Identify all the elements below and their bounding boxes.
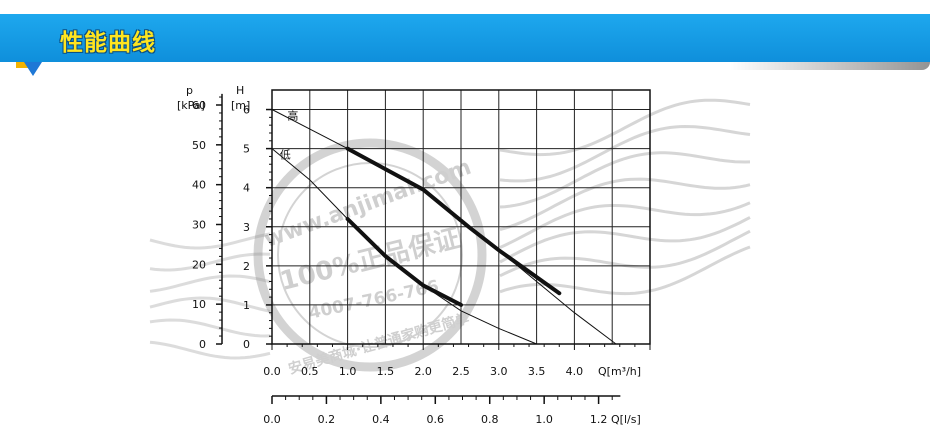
x-tick-label: 1.0 [339, 365, 357, 378]
watermark-wave-line [499, 151, 751, 209]
y-axis-head: 0 1 2 3 4 5 6 [243, 104, 272, 351]
x-axis-label: Q[m³/h] [598, 365, 641, 378]
x-axis-flow-m3h: 0.0 0.5 1.0 1.5 2.0 2.5 3.0 3.5 4.0 [263, 344, 651, 378]
watermark-wave-line [149, 318, 271, 338]
x-tick-label: 2.5 [452, 365, 470, 378]
y2-tick-label: 50 [192, 139, 206, 152]
y2-axis-unit: [kPa] [177, 99, 205, 112]
y-axis-pressure: 0 10 20 30 40 50 60 [192, 93, 223, 351]
y2-tick-label: 30 [192, 218, 206, 231]
watermark-wave-line [499, 201, 751, 249]
watermark-wave-line [499, 124, 751, 183]
curve-high-label: 高 [287, 108, 298, 122]
watermark-stamp: www.anjimal.com 100%正品保证 4007-766-766 安易… [253, 138, 487, 378]
x-tick-label: 1.5 [377, 365, 395, 378]
y-tick-label: 5 [243, 143, 250, 156]
watermark-wave-line [499, 177, 751, 232]
x2-axis-label: Q[l/s] [611, 413, 641, 426]
x2-tick-label: 0.0 [263, 413, 281, 426]
x2-tick-label: 1.2 [590, 413, 608, 426]
y-tick-label: 4 [243, 182, 250, 195]
watermark-wave-line [149, 274, 271, 293]
x2-tick-label: 0.6 [427, 413, 445, 426]
watermark-wave-line [149, 232, 271, 250]
curve-low-label: 低 [280, 148, 291, 161]
x-tick-label: 0.0 [263, 365, 281, 378]
y2-axis-title: p [186, 84, 193, 97]
y-axis-unit: [m] [231, 99, 250, 112]
y-tick-label: 2 [243, 260, 250, 273]
y2-tick-label: 40 [192, 179, 206, 192]
x-tick-label: 4.0 [566, 365, 584, 378]
curve-low-operating [345, 217, 463, 307]
y2-tick-label: 0 [199, 338, 206, 351]
watermark-wave-line [499, 245, 751, 296]
stamp-outer-ring [253, 138, 487, 372]
y-tick-label: 0 [243, 338, 250, 351]
x-tick-label: 3.5 [528, 365, 546, 378]
y-axis-title: H [236, 84, 244, 97]
banner-corner-accent [16, 62, 28, 68]
watermark-wave-line [149, 252, 271, 272]
x2-tick-label: 1.0 [535, 413, 553, 426]
performance-curves: 高低 [271, 108, 617, 345]
watermark-wave-line [149, 296, 271, 313]
plot-frame [271, 89, 651, 345]
x2-tick-label: 0.2 [318, 413, 336, 426]
y-tick-label: 1 [243, 299, 250, 312]
y-tick-label: 3 [243, 221, 250, 234]
x-axis-flow-ls: 0.0 0.2 0.4 0.6 0.8 1.0 1.2 [263, 395, 621, 426]
section-title: 性能曲线 [60, 30, 156, 56]
watermark-wave-line [149, 340, 271, 360]
x-tick-label: 0.5 [301, 365, 319, 378]
banner-corner-arrow [24, 62, 42, 76]
curve-high-operating [345, 146, 562, 296]
section-banner: 性能曲线 [0, 14, 930, 70]
y2-tick-label: 60 [192, 99, 206, 112]
watermark-wave-line [499, 98, 751, 157]
y2-tick-label: 10 [192, 298, 206, 311]
watermark-wave-line [499, 229, 751, 278]
x2-tick-label: 0.8 [481, 413, 499, 426]
y-tick-label: 6 [243, 104, 250, 117]
y2-tick-label: 20 [192, 258, 206, 271]
watermark-wave-line [499, 216, 751, 264]
x-tick-label: 2.0 [414, 365, 432, 378]
x-tick-label: 3.0 [490, 365, 508, 378]
x2-tick-label: 0.4 [372, 413, 390, 426]
